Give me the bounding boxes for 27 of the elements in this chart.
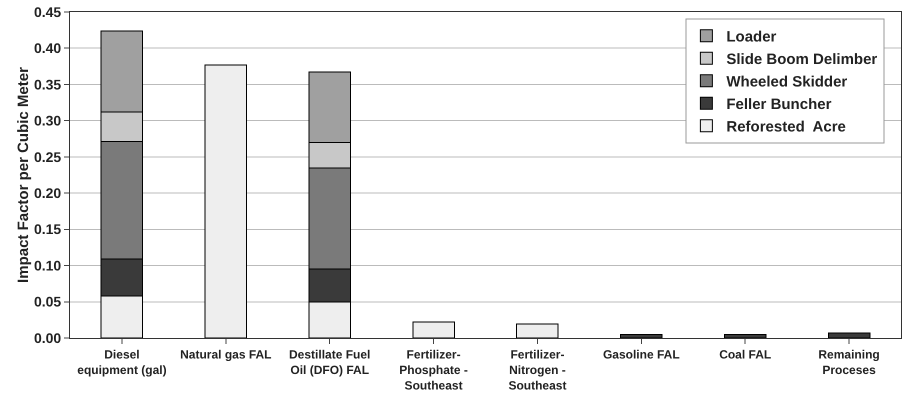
x-tick-label: Diesel equipment (gal) [77,347,167,377]
legend-label: Feller Buncher [726,96,832,114]
x-tick-label: Natural gas FAL [180,347,272,362]
x-tick-label: Fertilizer-Phosphate - Southeast [399,347,468,393]
y-tick-label: 0.45 [34,4,62,20]
x-tick-label: Remaining Proceses [818,347,880,377]
y-tick-label: 0.35 [34,76,62,92]
y-tick-label: 0.05 [34,294,62,310]
y-tick-label: 0.15 [34,221,62,238]
y-tick-label: 0.00 [34,330,62,346]
x-tick-label: Coal FAL [719,347,772,362]
legend-label: Slide Boom Delimber [726,51,878,68]
x-tick-label: Fertilizer-Nitrogen - Southeast [508,347,566,393]
y-axis-title: Impact Factor per Cubic Meter [14,66,32,283]
bar [204,64,248,338]
bar [412,322,455,338]
bar [516,324,559,338]
y-tick-label: 0.40 [34,40,62,56]
legend-label: Reforested Acre [726,118,846,136]
y-tick-label: 0.20 [34,185,62,202]
x-tick-label: Destillate Fuel Oil (DFO) FAL [289,347,370,377]
y-tick-label: 0.10 [34,257,62,274]
x-tick-label: Gasoline FAL [602,347,680,362]
y-tick-label: 0.25 [34,148,62,165]
legend-label: Loader [726,28,777,46]
y-tick-label: 0.30 [34,112,62,129]
legend-label: Wheeled Skidder [726,74,848,91]
